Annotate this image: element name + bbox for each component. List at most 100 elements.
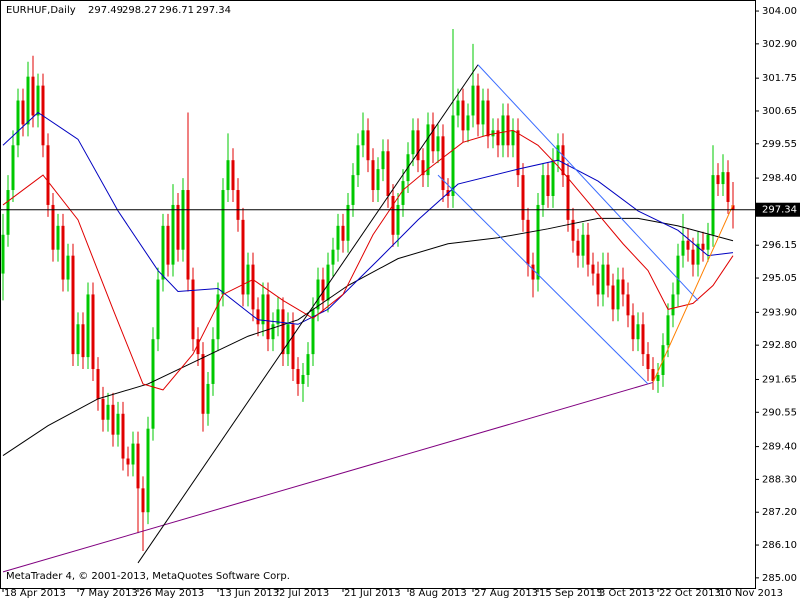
candle-body [401,181,405,205]
y-tick-label: 287.20 [762,507,797,518]
candle-body [396,204,400,235]
candle-body [566,175,570,220]
indicator-line [137,64,479,564]
indicator-line [2,129,734,391]
candle-body [456,100,460,116]
candle-body [71,255,75,355]
ohlc-high: 298.27 [122,5,157,16]
candle-body [536,204,540,280]
candle-body [721,172,725,185]
candle-body [626,294,630,316]
candle-body [131,443,135,465]
candle-body [21,100,25,125]
candle-body [376,169,380,191]
candle-body [666,315,670,346]
ohlc-open: 297.49 [88,5,123,16]
candle-body [1,234,5,274]
y-tick-label: 300.65 [762,106,797,117]
candle-body [291,324,295,370]
x-tick-label: 7 May 2013 [79,588,138,599]
y-tick-label: 290.55 [762,407,797,418]
y-tick-label: 291.65 [762,374,797,385]
candle-body [486,100,490,137]
candle-body [191,279,195,340]
y-tick-label: 285.00 [762,573,797,584]
chart-title: EURHUF,Daily [6,5,76,16]
footer: MetaTrader 4, © 2001-2013, MetaQuotes So… [6,571,290,582]
x-tick-label: 10 Nov 2013 [719,588,783,599]
candle-body [246,264,250,295]
candle-body [261,294,265,325]
candle-body [146,428,150,513]
candle-body [101,398,105,420]
candle-body [16,100,20,146]
candle-body [236,190,240,220]
candle-body [96,369,100,399]
candle-body [676,255,680,295]
x-tick-label: 15 Sep 2013 [539,588,602,599]
candle-body [76,324,80,355]
candle-body [141,488,145,513]
candle-body [681,240,685,256]
candle-body [271,324,275,340]
candle-body [371,160,375,191]
y-tick-label: 292.80 [762,340,797,351]
candle-body [571,219,575,241]
candle-body [696,243,700,265]
price-label-box [756,202,800,217]
candle-body [491,130,495,137]
candle-body [121,413,125,459]
candle-body [386,151,390,196]
candle-body [596,273,600,295]
candle-body [411,130,415,155]
candle-body [81,324,85,358]
x-tick-label: 21 Jul 2013 [344,588,401,599]
candle-body [481,100,485,125]
candle-body [226,160,230,191]
y-tick-label: 299.55 [762,139,797,150]
candle-body [341,225,345,241]
candle-body [211,339,215,384]
x-tick-label: 22 Oct 2013 [659,588,721,599]
candle-body [166,225,170,265]
y-tick-label: 298.40 [762,173,797,184]
candle-body [646,354,650,370]
candle-body [231,160,235,191]
candle-body [426,124,430,176]
plot-frame [0,0,756,589]
candle-body [266,294,270,340]
y-tick-label: 293.90 [762,307,797,318]
candle-body [421,160,425,176]
indicator-line [477,64,699,301]
candle-body [86,294,90,358]
candle-body [311,309,315,355]
y-tick-label: 304.00 [762,6,797,17]
candle-body [686,240,690,250]
candle-body [116,413,120,435]
candle-body [726,172,730,202]
candle-body [351,175,355,205]
candle-body [106,404,110,420]
candle-body [556,145,560,161]
candle-body [91,294,95,370]
y-tick-label: 302.90 [762,39,797,50]
plot-area [1,28,735,573]
candle-body [61,225,65,280]
candle-body [436,136,440,152]
candle-body [541,175,545,205]
candle-body [156,279,160,340]
indicator-line [652,204,734,383]
candle-body [551,160,555,196]
candle-body [11,145,15,191]
candle-body [366,130,370,161]
candle-body [461,100,465,131]
candle-body [336,225,340,250]
candle-body [256,309,260,325]
candle-body [501,115,505,146]
candle-body [521,175,525,220]
candle-body [136,443,140,489]
candle-body [126,458,130,465]
candle-body [466,115,470,131]
